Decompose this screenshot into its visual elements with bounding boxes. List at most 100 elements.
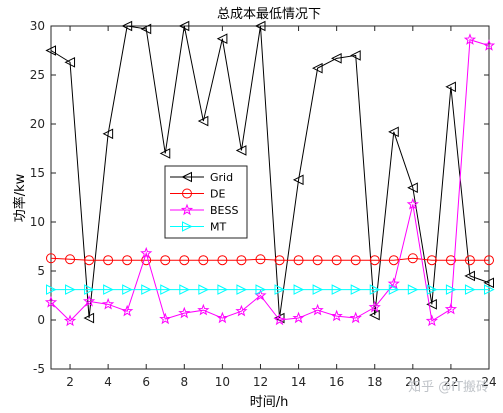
legend-marker-mt [182, 221, 193, 232]
data-point-bess [311, 303, 324, 316]
data-point-bess [292, 311, 305, 324]
legend-label-mt: MT [210, 221, 226, 234]
series-layer [44, 20, 496, 327]
data-point-de [426, 255, 437, 266]
data-point-bess [406, 197, 419, 210]
data-point-de [388, 255, 399, 266]
data-point-de [46, 253, 56, 264]
data-point-de [236, 255, 247, 266]
x-tick-label: 24 [481, 375, 496, 389]
data-point-grid [311, 62, 323, 74]
data-point-mt [293, 284, 305, 295]
series-line-grid [50, 25, 490, 319]
data-point-mt [388, 284, 400, 295]
data-point-grid [216, 33, 228, 45]
data-point-bess [102, 297, 115, 310]
data-point-de [122, 255, 133, 266]
data-point-de [407, 253, 418, 264]
data-point-bess [425, 314, 438, 327]
data-point-bess [330, 309, 343, 322]
plot-frame [50, 25, 490, 370]
data-point-de [179, 255, 190, 266]
x-tick-label: 18 [367, 375, 382, 389]
series-line-de [50, 257, 489, 261]
data-point-mt [255, 284, 267, 295]
data-point-grid [292, 174, 304, 186]
data-point-grid [331, 53, 342, 64]
legend-marker-de [182, 188, 192, 199]
data-point-grid [102, 128, 114, 140]
data-point-bess [273, 313, 286, 326]
legend-label-de: DE [210, 188, 225, 201]
data-point-mt [122, 284, 133, 295]
data-point-bess [216, 311, 229, 324]
data-point-grid [159, 148, 171, 159]
data-point-de [160, 255, 171, 266]
data-point-grid [426, 299, 437, 310]
data-point-grid [83, 312, 95, 324]
data-point-mt [369, 284, 381, 295]
data-point-de [65, 254, 76, 265]
data-point-mt [179, 284, 190, 295]
y-tick-label: 5 [37, 264, 45, 278]
legend-marker-bess [180, 203, 194, 216]
series-bess [44, 33, 496, 327]
data-point-bess [463, 33, 477, 45]
data-point-grid [369, 309, 380, 321]
y-tick-label: -5 [33, 362, 45, 376]
series-de [46, 253, 494, 266]
data-point-grid [178, 20, 190, 32]
data-point-grid [45, 45, 56, 56]
series-grid [45, 20, 494, 324]
data-point-grid [483, 277, 494, 289]
data-point-de [84, 255, 95, 266]
data-point-bess [140, 246, 153, 259]
data-point-bess [121, 304, 134, 317]
data-point-bess [444, 302, 458, 315]
data-point-mt [103, 284, 114, 295]
data-point-bess [349, 311, 362, 324]
x-tick-label: 14 [291, 375, 306, 389]
data-point-bess [82, 294, 96, 307]
data-point-grid [464, 270, 475, 282]
data-point-mt [484, 284, 495, 295]
data-point-grid [445, 81, 456, 93]
data-point-mt [426, 284, 438, 295]
data-point-mt [236, 284, 248, 295]
data-point-de [103, 255, 114, 266]
data-point-de [369, 255, 380, 266]
data-point-grid [121, 20, 133, 32]
x-tick-label: 2 [66, 375, 74, 389]
data-point-mt [65, 284, 76, 295]
legend: Grid DE BESS MT [164, 165, 248, 239]
data-point-bess [159, 312, 172, 325]
x-tick-label: 22 [443, 375, 458, 389]
data-point-bess [44, 295, 58, 308]
data-point-mt [198, 284, 209, 295]
data-point-bess [482, 39, 496, 51]
data-point-mt [445, 284, 457, 295]
data-point-mt [464, 284, 476, 295]
x-tick-label: 10 [215, 375, 230, 389]
data-point-mt [141, 284, 152, 295]
data-point-bess [235, 304, 248, 317]
data-point-de [274, 255, 285, 266]
x-tick-label: 20 [405, 375, 420, 389]
data-point-grid [254, 20, 266, 32]
data-point-mt [312, 284, 324, 295]
data-point-grid [407, 182, 418, 194]
data-point-de [198, 255, 209, 266]
data-point-mt [46, 284, 57, 295]
data-point-de [484, 255, 494, 266]
chart-title: 总成本最低情况下 [217, 7, 321, 22]
data-point-grid [140, 23, 152, 35]
data-point-grid [197, 115, 209, 127]
y-tick-label: 15 [30, 166, 45, 180]
x-tick-label: 4 [104, 375, 112, 389]
data-point-mt [274, 284, 286, 295]
legend-label-bess: BESS [210, 204, 238, 217]
data-point-de [312, 255, 323, 266]
data-point-de [445, 255, 456, 266]
data-point-mt [350, 284, 362, 295]
